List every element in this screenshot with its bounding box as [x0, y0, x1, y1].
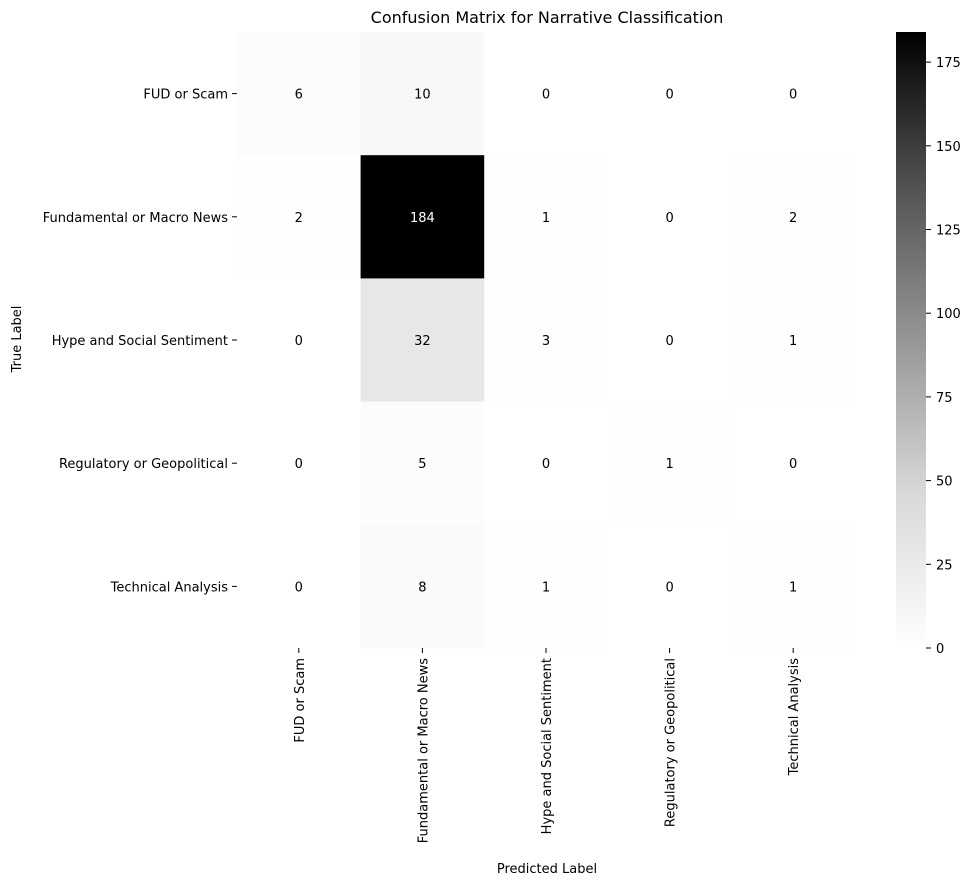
cell-value: 32 — [414, 334, 431, 349]
x-tick-label: Regulatory or Geopolitical — [664, 658, 679, 827]
heatmap-cell — [731, 278, 856, 403]
cell-value: 0 — [789, 88, 797, 103]
heatmap-cell — [237, 524, 362, 649]
colorbar-tick-label: 0 — [936, 642, 944, 657]
heatmap-cell — [237, 155, 362, 279]
heatmap-cell — [237, 32, 362, 156]
heatmap-cell — [607, 32, 732, 156]
colorbar-tick-label: 150 — [936, 140, 961, 155]
y-tick-label: Regulatory or Geopolitical — [59, 457, 228, 472]
cell-value: 0 — [542, 88, 550, 103]
heatmap-cell — [607, 155, 732, 279]
cell-value: 1 — [789, 334, 797, 349]
heatmap-cell — [360, 401, 485, 526]
colorbar: 0 25 50 75 100 125 150 175 — [896, 32, 961, 657]
x-axis: FUD or Scam Fundamental or Macro News Hype… — [293, 648, 802, 843]
x-tick-label: FUD or Scam — [293, 658, 308, 743]
colorbar-tick-label: 100 — [936, 307, 961, 322]
cell-value: 1 — [542, 580, 550, 595]
cell-value: 1 — [789, 580, 797, 595]
heatmap-cell — [731, 32, 856, 156]
cell-value: 0 — [295, 580, 303, 595]
cell-value: 6 — [295, 88, 303, 103]
heatmap-cell — [484, 401, 609, 526]
heatmap-cell — [607, 401, 732, 526]
cell-value: 0 — [665, 88, 673, 103]
y-axis: FUD or Scam Fundamental or Macro News Hype… — [43, 88, 237, 595]
cell-value: 0 — [789, 457, 797, 472]
heatmap-cell — [360, 524, 485, 649]
heatmap-cell — [731, 401, 856, 526]
heatmap-cells — [237, 32, 856, 649]
heatmap-cell — [484, 32, 609, 156]
heatmap-cell — [360, 278, 485, 403]
heatmap-cell — [731, 155, 856, 279]
x-axis-label: Predicted Label — [497, 862, 597, 877]
cell-value: 0 — [665, 334, 673, 349]
heatmap-cell — [484, 524, 609, 649]
x-tick-label: Hype and Social Sentiment — [540, 658, 555, 834]
heatmap-cell — [237, 278, 362, 403]
y-tick-label: Hype and Social Sentiment — [52, 334, 228, 349]
x-tick-label: Technical Analysis — [787, 658, 802, 777]
heatmap-cell — [607, 524, 732, 649]
heatmap-cell — [360, 32, 485, 156]
cell-value: 0 — [295, 334, 303, 349]
cell-value: 1 — [542, 211, 550, 226]
cell-value: 0 — [542, 457, 550, 472]
cell-value: 184 — [410, 211, 435, 226]
cell-value: 2 — [295, 211, 303, 226]
colorbar-tick-label: 125 — [936, 224, 961, 239]
cell-value: 2 — [789, 211, 797, 226]
colorbar-tick-label: 75 — [936, 391, 953, 406]
heatmap-cell — [731, 524, 856, 649]
colorbar-gradient — [896, 32, 926, 648]
cell-value: 8 — [418, 580, 426, 595]
cell-value: 5 — [418, 457, 426, 472]
cell-value: 3 — [542, 334, 550, 349]
colorbar-tick-label: 25 — [936, 558, 953, 573]
cell-value: 1 — [665, 457, 673, 472]
cell-value: 0 — [665, 211, 673, 226]
heatmap-cell — [484, 278, 609, 403]
cell-value: 0 — [295, 457, 303, 472]
heatmap-cell — [360, 155, 485, 279]
heatmap-cell — [484, 155, 609, 279]
cell-value: 0 — [665, 580, 673, 595]
heatmap-cell — [607, 278, 732, 403]
x-tick-label: Fundamental or Macro News — [416, 658, 431, 843]
colorbar-tick-label: 50 — [936, 475, 953, 490]
y-tick-label: Fundamental or Macro News — [43, 211, 228, 226]
y-tick-label: FUD or Scam — [143, 88, 228, 103]
heatmap-cell — [237, 401, 362, 526]
colorbar-tick-label: 175 — [936, 56, 961, 71]
chart-title: Confusion Matrix for Narrative Classific… — [371, 8, 724, 27]
cell-value: 10 — [414, 88, 431, 103]
cell-annotations: 6 10 0 0 02 184 1 0 20 32 3 0 10 5 0 1 00 8 1 0 1 — [295, 88, 798, 596]
y-axis-label: True Label — [10, 306, 25, 374]
y-tick-label: Technical Analysis — [110, 580, 229, 595]
